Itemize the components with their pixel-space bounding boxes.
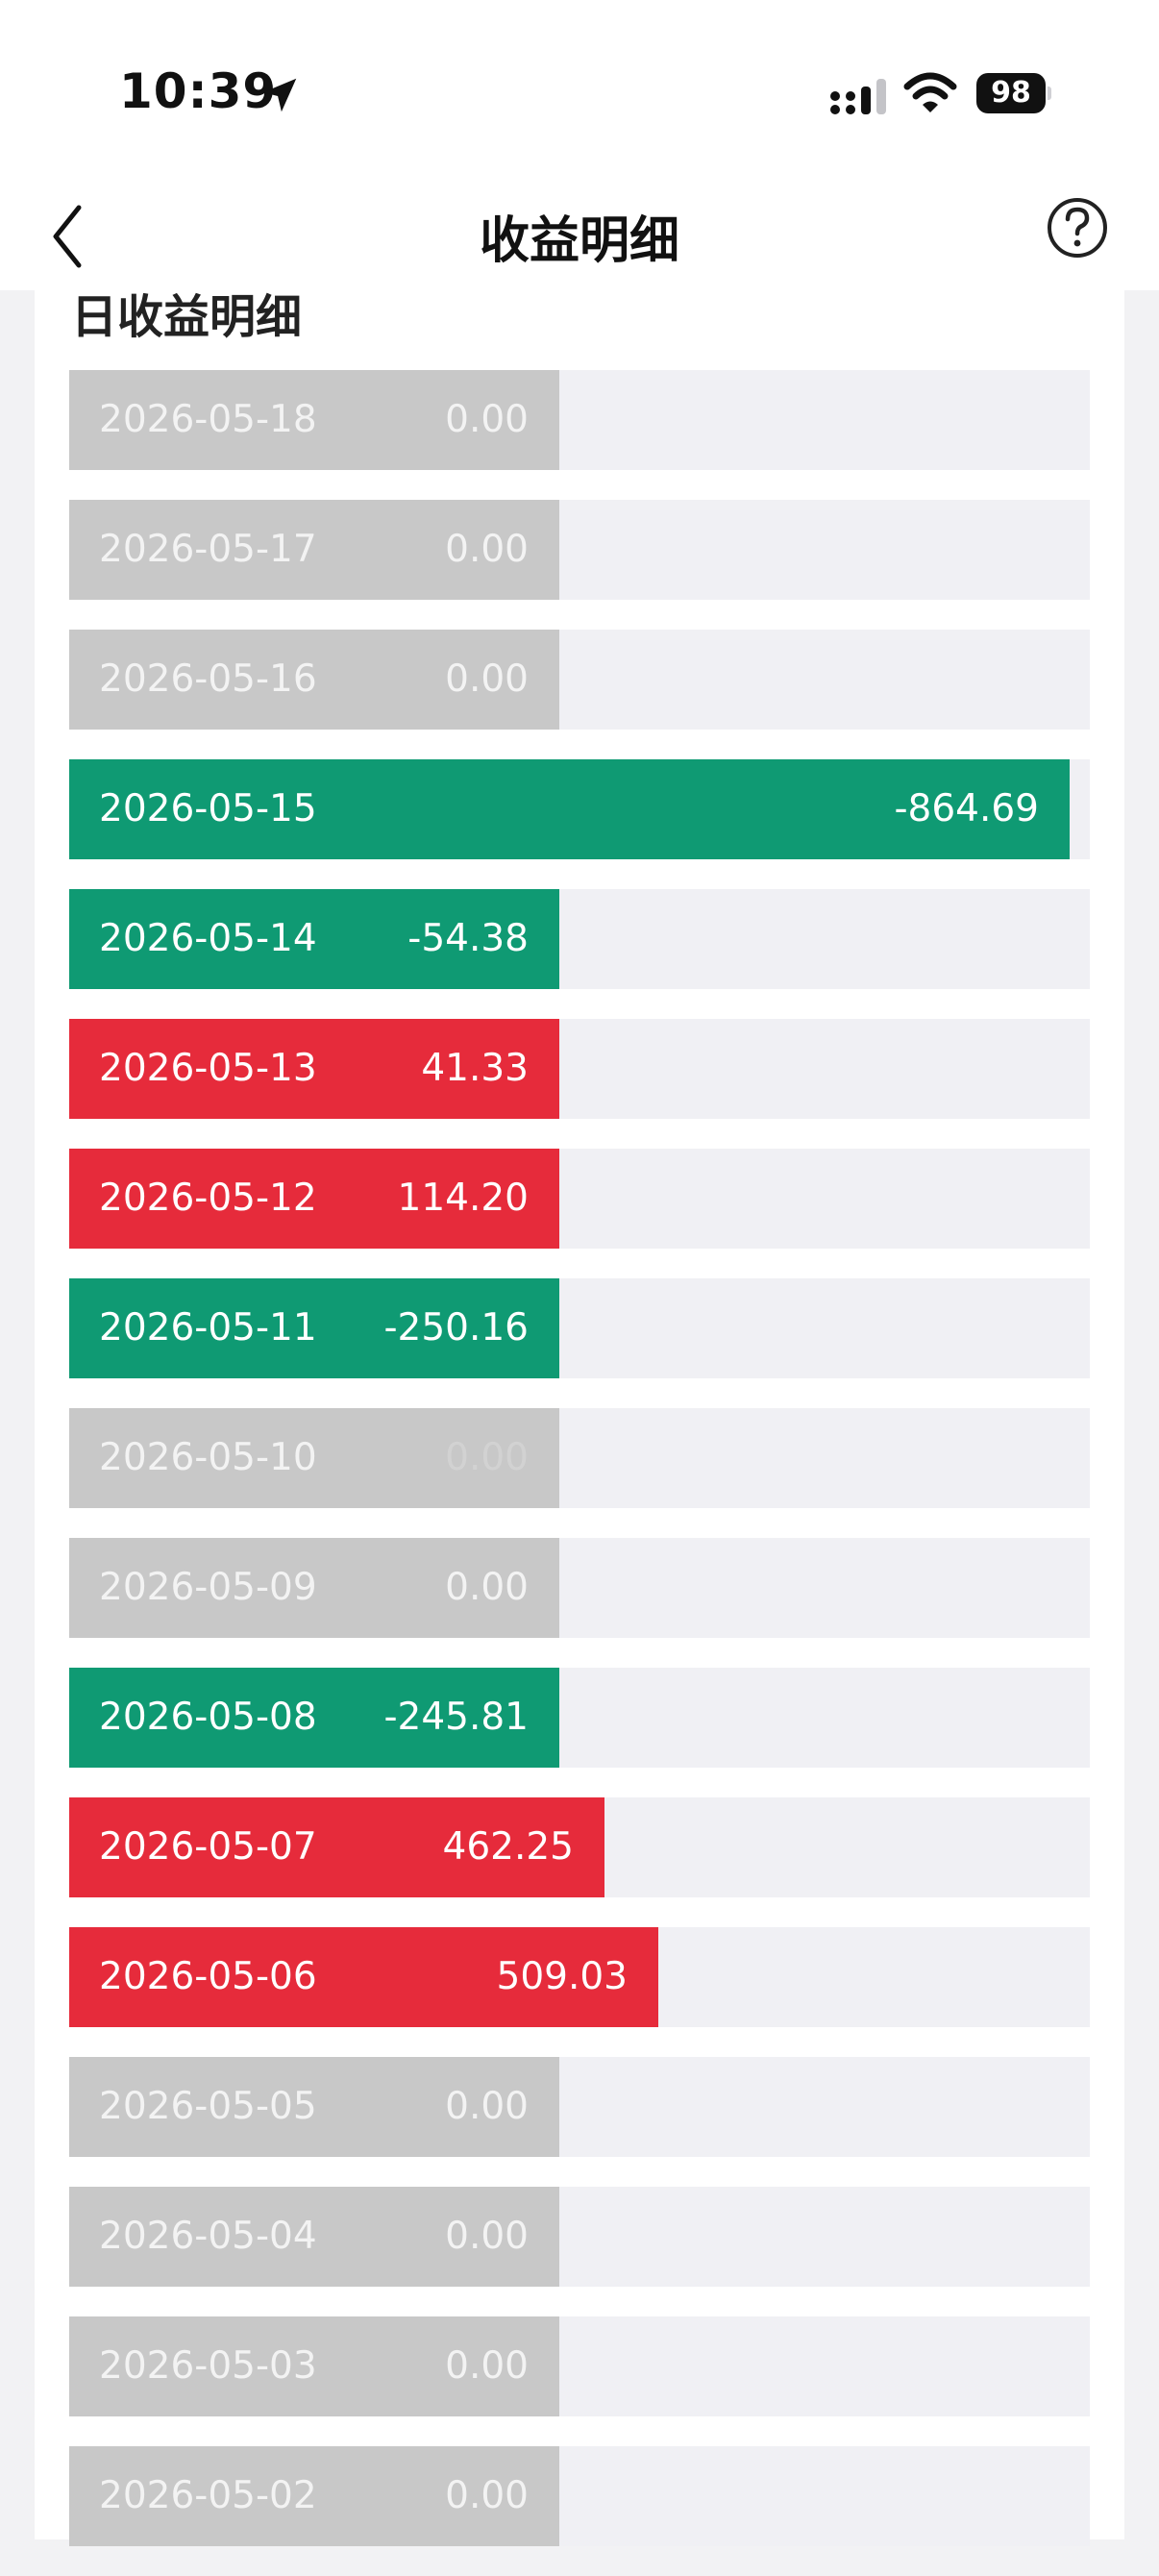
earnings-value: -864.69	[894, 787, 1039, 830]
earnings-row: 2026-05-18 0.00	[69, 370, 1090, 470]
earnings-row: 2026-05-10 0.00	[69, 1408, 1090, 1508]
earnings-row: 2026-05-16 0.00	[69, 630, 1090, 730]
earnings-bar	[69, 500, 559, 600]
earnings-bar	[69, 630, 559, 730]
earnings-value: 0.00	[445, 2474, 529, 2517]
earnings-date: 2026-05-15	[99, 787, 317, 830]
earnings-bar	[69, 2187, 559, 2287]
earnings-row: 2026-05-07 462.25	[69, 1797, 1090, 1897]
earnings-value: -250.16	[383, 1306, 529, 1350]
earnings-date: 2026-05-18	[99, 398, 317, 441]
earnings-date: 2026-05-04	[99, 2215, 317, 2258]
earnings-date: 2026-05-02	[99, 2474, 317, 2517]
earnings-bar	[69, 759, 1070, 859]
earnings-row: 2026-05-13 41.33	[69, 1019, 1090, 1119]
battery-icon: 98	[976, 73, 1051, 113]
earnings-row: 2026-05-15 -864.69	[69, 759, 1090, 859]
earnings-bar	[69, 1538, 559, 1638]
earnings-bar	[69, 2316, 559, 2416]
earnings-bar	[69, 1408, 559, 1508]
earnings-date: 2026-05-05	[99, 2085, 317, 2128]
signal-icon	[830, 79, 886, 114]
earnings-row: 2026-05-11 -250.16	[69, 1278, 1090, 1378]
earnings-row: 2026-05-09 0.00	[69, 1538, 1090, 1638]
location-arrow-icon	[262, 78, 297, 112]
earnings-bar	[69, 2057, 559, 2157]
earnings-date: 2026-05-07	[99, 1825, 317, 1869]
earnings-row: 2026-05-06 509.03	[69, 1927, 1090, 2027]
earnings-value: 0.00	[445, 2215, 529, 2258]
earnings-row: 2026-05-02 0.00	[69, 2446, 1090, 2546]
earnings-value: -54.38	[407, 917, 529, 960]
earnings-date: 2026-05-16	[99, 657, 317, 701]
earnings-bar	[69, 889, 559, 989]
status-bar: 10:39 98	[0, 0, 1159, 183]
earnings-value: 114.20	[397, 1177, 529, 1220]
earnings-bar	[69, 1019, 559, 1119]
earnings-date: 2026-05-17	[99, 528, 317, 571]
earnings-row: 2026-05-12 114.20	[69, 1149, 1090, 1249]
earnings-date: 2026-05-08	[99, 1696, 317, 1739]
earnings-date: 2026-05-09	[99, 1566, 317, 1609]
earnings-date: 2026-05-03	[99, 2344, 317, 2388]
status-time: 10:39	[119, 63, 278, 119]
question-circle-icon[interactable]	[1046, 196, 1109, 260]
earnings-bar	[69, 1797, 604, 1897]
earnings-value: 509.03	[496, 1955, 628, 1998]
earnings-date: 2026-05-10	[99, 1436, 317, 1479]
earnings-row: 2026-05-03 0.00	[69, 2316, 1090, 2416]
earnings-value: 0.00	[445, 1566, 529, 1609]
earnings-value: 0.00	[445, 657, 529, 701]
earnings-date: 2026-05-14	[99, 917, 317, 960]
earnings-row: 2026-05-05 0.00	[69, 2057, 1090, 2157]
earnings-row: 2026-05-04 0.00	[69, 2187, 1090, 2287]
earnings-bar	[69, 1927, 658, 2027]
earnings-row: 2026-05-17 0.00	[69, 500, 1090, 600]
earnings-row: 2026-05-08 -245.81	[69, 1668, 1090, 1768]
earnings-bar	[69, 1668, 559, 1768]
earnings-date: 2026-05-06	[99, 1955, 317, 1998]
nav-bar: 收益明细	[0, 183, 1159, 290]
earnings-bar	[69, 1149, 559, 1249]
daily-earnings-list: 2026-05-18 0.00 2026-05-17 0.00 2026-05-16 0.…	[69, 370, 1090, 2576]
earnings-value: 0.00	[445, 2344, 529, 2388]
chevron-left-icon[interactable]	[46, 196, 88, 277]
wifi-icon	[903, 72, 957, 112]
earnings-value: 0.00	[445, 528, 529, 571]
earnings-value: 0.00	[445, 1436, 529, 1479]
earnings-value: -245.81	[383, 1696, 529, 1739]
earnings-value: 0.00	[445, 2085, 529, 2128]
earnings-value: 0.00	[445, 398, 529, 441]
earnings-value: 462.25	[442, 1825, 574, 1869]
earnings-bar	[69, 370, 559, 470]
battery-level: 98	[976, 73, 1046, 113]
earnings-bar	[69, 1278, 559, 1378]
battery-cap	[1048, 87, 1051, 100]
earnings-date: 2026-05-13	[99, 1047, 317, 1090]
section-title: 日收益明细	[71, 290, 303, 344]
page-title: 收益明细	[479, 212, 679, 270]
earnings-row: 2026-05-14 -54.38	[69, 889, 1090, 989]
earnings-value: 41.33	[421, 1047, 529, 1090]
earnings-date: 2026-05-11	[99, 1306, 317, 1350]
earnings-date: 2026-05-12	[99, 1177, 317, 1220]
